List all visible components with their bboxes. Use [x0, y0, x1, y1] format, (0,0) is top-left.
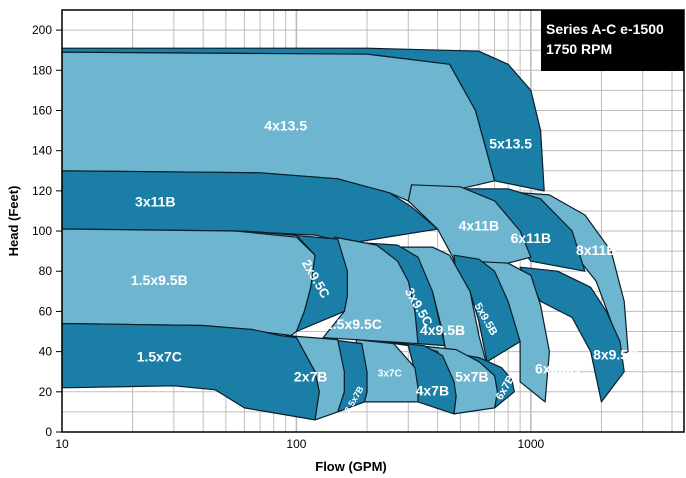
pump-label-5x13-5: 5x13.5	[489, 135, 532, 151]
pump-label-4x9-5b: 4x9.5B	[420, 322, 465, 338]
x-tick-label: 100	[286, 437, 306, 451]
y-tick-label: 140	[32, 144, 52, 158]
series-title-line-2: 1750 RPM	[546, 41, 612, 57]
pump-label-4x11b: 4x11B	[459, 218, 499, 234]
pump-label-4x13-5: 4x13.5	[264, 117, 307, 133]
x-tick-label: 1000	[518, 437, 545, 451]
axis-ticks: 0 20 40 60 80 100 120 140 160 180 200 10 100 1000	[32, 23, 545, 451]
pump-label-1-5x9-5b: 1.5x9.5B	[131, 272, 188, 288]
plot-frame	[61, 9, 685, 433]
pump-label-2-5x9-5c: 2.5x9.5C	[325, 316, 382, 332]
pump-label-6x11b: 6x11B	[511, 230, 551, 246]
pump-label-3x7c: 3x7C	[378, 368, 402, 379]
y-tick-label: 180	[32, 63, 52, 77]
x-axis-label: Flow (GPM)	[315, 459, 387, 474]
y-tick-label: 200	[32, 23, 52, 37]
pump-label-4x7b: 4x7B	[416, 383, 449, 399]
series-title-background	[541, 10, 684, 71]
pump-region-1-5x9-5b	[61, 228, 316, 337]
pump-label-8x11b: 8x11B	[576, 242, 616, 258]
pump-label-8x9-5b: 8x9.5B	[593, 346, 638, 362]
pump-regions	[61, 47, 629, 421]
plot-border	[61, 9, 685, 433]
y-tick-label: 40	[39, 345, 53, 359]
y-axis-label: Head (Feet)	[6, 186, 21, 257]
pump-region-8x9-5b	[519, 266, 625, 403]
x-tick-label: 10	[55, 437, 69, 451]
y-tick-label: 100	[32, 224, 52, 238]
pump-label-1-5x7c: 1.5x7C	[137, 348, 182, 364]
y-tick-label: 120	[32, 184, 52, 198]
pump-region-4x7b	[380, 341, 457, 415]
y-tick-label: 20	[39, 385, 53, 399]
pump-label-2x7b: 2x7B	[294, 368, 327, 384]
y-tick-label: 80	[39, 264, 53, 278]
pump-region-1-5x7c	[61, 322, 320, 421]
pump-label-5x7b: 5x7B	[455, 368, 488, 384]
pump-region-labels: 5x13.5 4x13.5 8x11B 6x11B 4x11B 3x11B 8x9.5B 6x…	[131, 117, 638, 414]
y-tick-label: 160	[32, 103, 52, 117]
y-tick-label: 0	[45, 425, 52, 439]
series-title-line-1: Series A-C e-1500	[546, 21, 664, 37]
series-title-box: Series A-C e-1500 1750 RPM	[541, 10, 684, 71]
pump-label-3x11b: 3x11B	[135, 194, 175, 210]
y-tick-label: 60	[39, 304, 53, 318]
pump-label-6x9-5b: 6x9.5B	[535, 360, 580, 376]
